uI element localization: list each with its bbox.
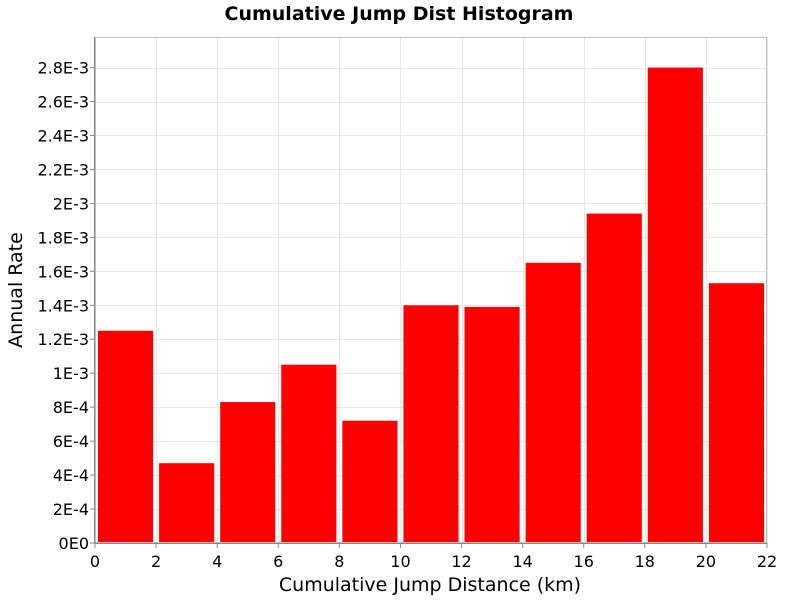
x-tick-label: 18 xyxy=(635,552,655,571)
y-tick-label: 2.8E-3 xyxy=(37,59,89,78)
x-axis-label: Cumulative Jump Distance (km) xyxy=(279,574,581,596)
x-tick-label: 22 xyxy=(757,552,777,571)
y-tick-label: 0E0 xyxy=(59,534,89,553)
histogram-bar: 12–14: 0.00139 xyxy=(464,306,520,543)
y-tick-label: 2.2E-3 xyxy=(37,160,89,179)
y-axis: 0E0 2E-4 4E-4 6E-4 8E-4 1E-3 1.2E-3 1.4E-3 1.6E-… xyxy=(37,37,95,553)
bars: 0–2: 0.001252–4: 0.000474–6: 0.000836–8:… xyxy=(98,67,764,544)
y-tick-label: 1.6E-3 xyxy=(37,262,89,281)
x-tick-label: 6 xyxy=(273,552,283,571)
y-tick-label: 8E-4 xyxy=(53,398,89,417)
x-tick-label: 2 xyxy=(151,552,161,571)
y-axis-label: Annual Rate xyxy=(5,232,27,348)
plot-area: 0–2: 0.001252–4: 0.000474–6: 0.000836–8:… xyxy=(95,37,768,544)
x-tick-label: 0 xyxy=(90,552,100,571)
y-tick-label: 2.4E-3 xyxy=(37,126,89,145)
x-tick-label: 14 xyxy=(512,552,532,571)
x-tick-label: 4 xyxy=(212,552,222,571)
x-tick-label: 8 xyxy=(334,552,344,571)
histogram-bar: 20–22: 0.00153 xyxy=(708,283,764,543)
plot-frame xyxy=(95,37,767,543)
y-tick-label: 2E-3 xyxy=(53,194,89,213)
y-tick-label: 1E-3 xyxy=(53,364,89,383)
y-tick-label: 1.2E-3 xyxy=(37,330,89,349)
histogram-bar: 2–4: 0.00047 xyxy=(159,463,215,543)
histogram-bar: 16–18: 0.00194 xyxy=(586,213,642,543)
histogram-bar: 4–6: 0.00083 xyxy=(220,402,276,543)
histogram-bar: 14–16: 0.00165 xyxy=(525,262,581,543)
histogram-bar: 18–20: 0.0028 xyxy=(647,67,703,544)
y-tick-label: 2.6E-3 xyxy=(37,93,89,112)
histogram-bar: 10–12: 0.0014 xyxy=(403,305,459,543)
histogram-bar: 0–2: 0.00125 xyxy=(98,330,154,543)
chart-title: Cumulative Jump Dist Histogram xyxy=(225,3,574,25)
y-tick-label: 4E-4 xyxy=(53,466,89,485)
y-tick-label: 6E-4 xyxy=(53,432,89,451)
histogram-bar: 8–10: 0.00072 xyxy=(342,420,398,543)
y-tick-label: 1.8E-3 xyxy=(37,228,89,247)
histogram-bar: 6–8: 0.00105 xyxy=(281,364,337,543)
y-tick-label: 1.4E-3 xyxy=(37,296,89,315)
y-tick-label: 2E-4 xyxy=(53,500,89,519)
x-tick-label: 10 xyxy=(390,552,410,571)
x-tick-label: 20 xyxy=(696,552,716,571)
x-tick-label: 12 xyxy=(451,552,471,571)
x-axis: 0 2 4 6 8 10 12 14 16 18 20 22 xyxy=(90,543,777,571)
x-tick-label: 16 xyxy=(574,552,594,571)
